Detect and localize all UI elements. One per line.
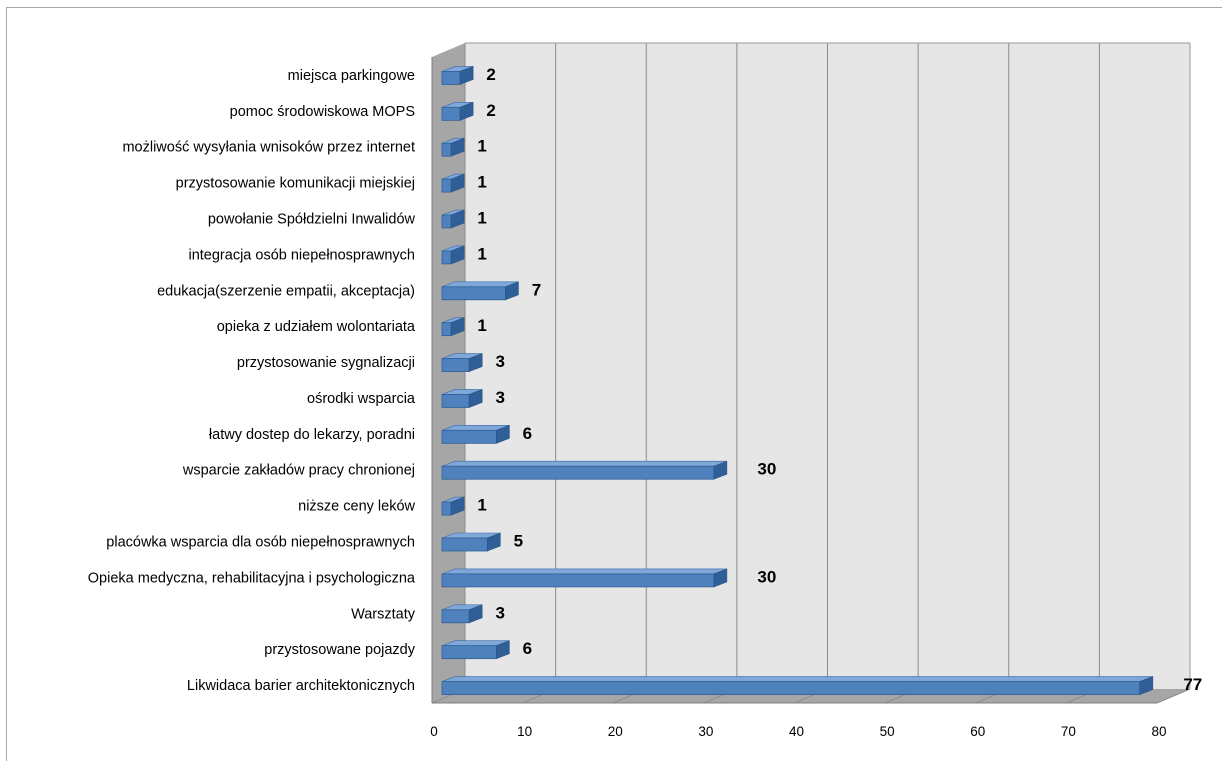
x-tick-label: 80 (1151, 724, 1166, 739)
value-label: 1 (477, 496, 486, 515)
value-label: 7 (532, 280, 541, 299)
bar-side (450, 496, 465, 516)
category-label: ośrodki wsparcia (307, 391, 416, 407)
bar-side (487, 532, 501, 552)
value-label: 3 (495, 603, 504, 622)
bar-side (459, 101, 474, 121)
x-tick-label: 0 (430, 724, 438, 739)
value-label: 1 (477, 209, 486, 228)
bar-side (468, 389, 483, 408)
x-tick-label: 10 (517, 724, 532, 739)
x-tick-label: 30 (698, 724, 713, 739)
bar (441, 645, 497, 660)
value-label: 2 (486, 101, 495, 120)
value-label: 6 (523, 639, 532, 658)
bar (441, 106, 461, 121)
value-label: 1 (477, 137, 486, 156)
value-label: 1 (477, 173, 486, 192)
category-label: placówka wsparcia dla osób niepełnospraw… (106, 535, 415, 551)
value-label: 77 (1183, 675, 1202, 694)
category-label: powołanie Spółdzielni Inwalidów (208, 212, 416, 228)
value-label: 1 (477, 244, 486, 263)
bar-side (450, 317, 465, 337)
bar (441, 537, 488, 552)
value-label: 1 (477, 316, 486, 335)
bar-side (713, 568, 728, 588)
value-label: 30 (757, 460, 776, 479)
bar (441, 429, 497, 444)
category-label: Opieka medyczna, rehabilitacyjna i psych… (88, 570, 416, 586)
bar-side (450, 173, 465, 193)
bar-side (450, 137, 465, 157)
bar-side (468, 353, 483, 372)
x-tick-label: 70 (1061, 724, 1076, 739)
bar-side (496, 640, 510, 660)
bar (441, 609, 470, 624)
value-label: 30 (757, 567, 776, 586)
bar (441, 465, 715, 480)
bar-side (459, 66, 474, 85)
category-label: miejsca parkingowe (288, 68, 415, 84)
bar (441, 286, 506, 301)
value-label: 3 (495, 388, 504, 407)
value-label: 6 (523, 424, 532, 443)
bar-side (496, 424, 510, 444)
bar-side (713, 460, 728, 480)
category-label: edukacja(szerzenie empatii, akceptacja) (157, 283, 415, 299)
gridline-floor (1156, 688, 1191, 704)
category-label: opieka z udziałem wolontariata (217, 319, 416, 335)
bar-top (441, 460, 727, 467)
bar (441, 358, 470, 372)
category-label: przystosowanie sygnalizacji (237, 355, 415, 371)
category-label: niższe ceny leków (298, 499, 415, 515)
bar (441, 681, 1141, 695)
bar-top (441, 568, 727, 575)
value-label: 3 (495, 352, 504, 371)
bar (441, 322, 452, 337)
value-label: 2 (486, 65, 495, 84)
category-label: przystosowanie komunikacji miejskiej (176, 176, 415, 192)
bar (441, 178, 452, 193)
x-tick-label: 40 (789, 724, 804, 739)
bar (441, 573, 715, 588)
bar (441, 394, 470, 408)
x-tick-label: 50 (880, 724, 895, 739)
category-label: Likwidaca barier architektonicznych (187, 678, 415, 694)
bar-top (441, 676, 1153, 682)
bar (441, 250, 452, 265)
bar-side (468, 604, 483, 624)
category-label: Warsztaty (351, 606, 416, 622)
category-label: łatwy dostep do lekarzy, poradni (209, 427, 415, 443)
bar-side (450, 209, 465, 229)
category-label: pomoc środowiskowa MOPS (230, 104, 415, 120)
category-label: przystosowane pojazdy (264, 642, 415, 658)
x-tick-label: 20 (608, 724, 623, 739)
bar (441, 214, 452, 229)
bar-side (505, 281, 519, 301)
category-label: możliwość wysyłania wnisoków przez inter… (122, 140, 415, 156)
bar-side (450, 245, 465, 265)
chart-frame (6, 7, 1222, 761)
category-label: wsparcie zakładów pracy chronionej (182, 463, 415, 479)
value-label: 5 (514, 532, 523, 551)
bar (441, 71, 461, 85)
x-tick-label: 60 (970, 724, 985, 739)
bar-side (1139, 676, 1154, 695)
bar (441, 501, 452, 516)
bar (441, 142, 452, 157)
category-label: integracja osób niepełnosprawnych (188, 247, 415, 263)
